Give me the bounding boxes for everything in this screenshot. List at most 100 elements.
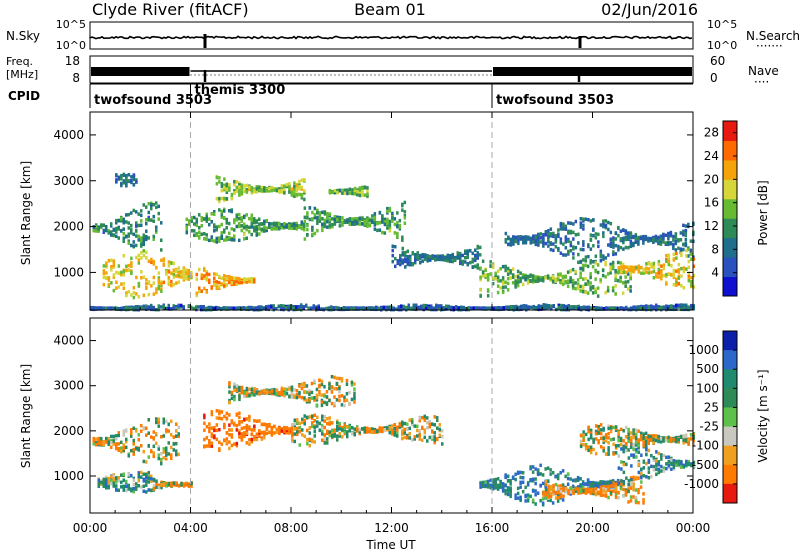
echo-cell	[642, 306, 645, 310]
echo-cell	[245, 431, 249, 435]
freq-band	[91, 67, 190, 76]
echo-cell	[630, 265, 633, 269]
echo-cell	[285, 426, 289, 430]
colorbar-swatch	[723, 218, 737, 239]
echo-cell	[501, 485, 505, 489]
echo-cell	[220, 188, 224, 193]
echo-cell	[326, 216, 329, 220]
echo-cell	[560, 303, 563, 308]
colorbar-tick-label: 8	[711, 242, 719, 256]
echo-cell	[333, 386, 336, 391]
echo-cell	[145, 221, 148, 226]
echo-cell	[110, 477, 113, 481]
echo-cell	[248, 185, 251, 189]
echo-cell	[645, 270, 648, 274]
echo-cell	[307, 306, 310, 310]
y-tick-label: 3000	[53, 174, 84, 188]
echo-cell	[350, 380, 354, 385]
echo-cell	[177, 303, 180, 308]
echo-cell	[647, 304, 650, 309]
echo-cell	[132, 244, 135, 248]
echo-cell	[142, 472, 145, 476]
echo-cell	[594, 232, 598, 236]
echo-cell	[140, 270, 143, 274]
echo-cell	[152, 292, 156, 296]
echo-cell	[343, 189, 347, 193]
echo-cell	[306, 216, 309, 220]
echo-cell	[620, 265, 623, 269]
echo-cell	[476, 266, 479, 270]
echo-cell	[140, 306, 143, 310]
echo-cell	[115, 444, 118, 448]
echo-cell	[250, 232, 253, 237]
echo-cell	[107, 476, 110, 481]
echo-cell	[348, 219, 352, 223]
echo-cell	[341, 428, 344, 432]
echo-cell	[393, 430, 396, 435]
echo-cell	[210, 426, 214, 430]
echo-cell	[228, 209, 231, 213]
echo-cell	[504, 491, 507, 496]
echo-cell	[278, 392, 281, 396]
echo-cell	[295, 227, 298, 231]
echo-cell	[165, 481, 168, 486]
echo-cell	[466, 262, 469, 267]
nsky-panel-frame	[89, 21, 694, 50]
echo-cell	[385, 307, 388, 312]
echo-cell	[238, 193, 241, 197]
echo-cell	[100, 442, 103, 446]
echo-cell	[586, 264, 590, 269]
echo-cell	[341, 435, 344, 439]
echo-cell	[662, 306, 665, 311]
echo-cell	[516, 471, 520, 475]
echo-cell	[599, 280, 602, 284]
echo-cell	[619, 245, 623, 250]
echo-cell	[601, 273, 605, 278]
echo-cell	[215, 175, 219, 180]
echo-cell	[466, 253, 469, 258]
echo-cell	[245, 423, 249, 428]
echo-cell	[330, 390, 334, 394]
echo-cell	[662, 266, 666, 271]
echo-cell	[125, 174, 128, 178]
echo-cell	[338, 220, 342, 224]
echo-cell	[112, 263, 116, 268]
echo-cell	[142, 236, 145, 240]
echo-cell	[544, 241, 548, 246]
echo-cell	[275, 430, 279, 434]
echo-cell	[377, 306, 380, 311]
echo-cell	[464, 260, 467, 264]
echo-cell	[157, 304, 160, 308]
nsky-tick-top: 10^5	[56, 18, 86, 31]
echo-cell	[115, 227, 118, 231]
echo-cell	[162, 482, 166, 486]
echo-cell	[280, 223, 283, 227]
echo-cell	[225, 197, 229, 201]
echo-cell	[675, 283, 678, 287]
echo-cell	[248, 277, 251, 282]
echo-cell	[343, 191, 347, 195]
echo-cell	[619, 237, 623, 241]
echo-cell	[440, 304, 443, 309]
echo-cell	[494, 271, 497, 276]
echo-cell	[278, 431, 281, 436]
echo-cell	[157, 445, 160, 449]
echo-cell	[140, 475, 143, 479]
echo-cell	[479, 245, 482, 250]
echo-cell	[107, 439, 110, 443]
echo-cell	[685, 303, 688, 307]
echo-cell	[441, 435, 444, 439]
echo-cell	[230, 435, 234, 439]
echo-cell	[232, 306, 235, 311]
echo-cell	[233, 397, 236, 402]
echo-cell	[581, 284, 585, 288]
echo-cell	[230, 419, 234, 423]
echo-cell	[462, 306, 465, 311]
echo-cell	[637, 266, 641, 270]
echo-cell	[340, 403, 344, 407]
echo-cell	[589, 259, 593, 263]
echo-cell	[233, 182, 236, 187]
echo-cell	[363, 219, 367, 223]
echo-cell	[438, 433, 441, 437]
